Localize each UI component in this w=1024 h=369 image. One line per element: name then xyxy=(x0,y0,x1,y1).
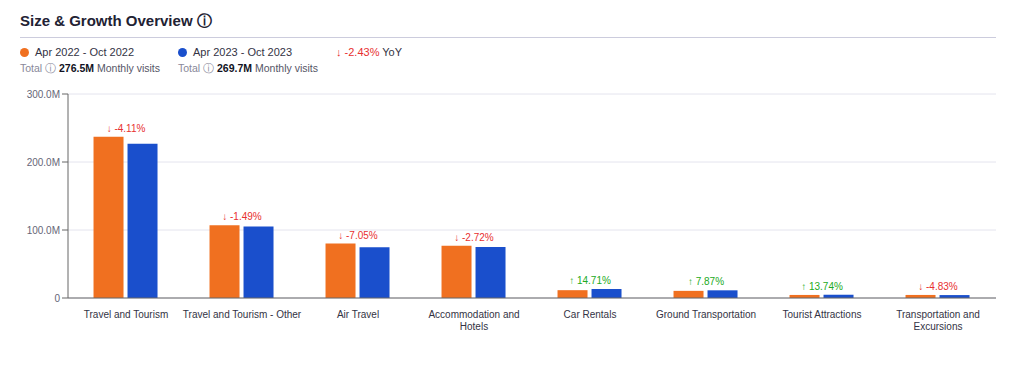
svg-text:0: 0 xyxy=(54,293,60,304)
svg-text:Tourist Attractions: Tourist Attractions xyxy=(783,309,862,320)
svg-text:200.0M: 200.0M xyxy=(27,157,60,168)
html-text:Size & Growth Overview ⓘ: Size & Growth Overview ⓘ xyxy=(20,12,212,29)
svg-text:300.0M: 300.0M xyxy=(27,89,60,100)
svg-text:Travel and Tourism: Travel and Tourism xyxy=(84,309,168,320)
html-text:Apr 2023 - Oct 2023: Apr 2023 - Oct 2023 xyxy=(193,46,293,58)
svg-text:Ground Transportation: Ground Transportation xyxy=(656,309,756,320)
svg-text:↓ -1.49%: ↓ -1.49% xyxy=(222,211,262,222)
html-text:Apr 2022 - Oct 2022: Apr 2022 - Oct 2022 xyxy=(35,46,135,58)
svg-text:↓ -2.72%: ↓ -2.72% xyxy=(454,232,494,243)
svg-text:↓ -4.83%: ↓ -4.83% xyxy=(918,281,958,292)
svg-text:Transportation andExcursions: Transportation andExcursions xyxy=(896,309,980,332)
svg-text:↑ 14.71%: ↑ 14.71% xyxy=(569,275,611,286)
html-text:Total ⓘ 276.5M Monthly visits: Total ⓘ 276.5M Monthly visits xyxy=(20,62,160,74)
svg-text:Travel and Tourism - Other: Travel and Tourism - Other xyxy=(183,309,302,320)
html-text:↓ -2.43% YoY: ↓ -2.43% YoY xyxy=(336,46,403,58)
svg-text:↑ 7.87%: ↑ 7.87% xyxy=(688,276,724,287)
svg-text:↑ 13.74%: ↑ 13.74% xyxy=(801,281,843,292)
svg-text:↓ -7.05%: ↓ -7.05% xyxy=(338,230,378,241)
svg-text:Car Rentals: Car Rentals xyxy=(564,309,617,320)
svg-text:↓ -4.11%: ↓ -4.11% xyxy=(107,123,146,134)
svg-text:100.0M: 100.0M xyxy=(27,225,60,236)
svg-text:Accommodation andHotels: Accommodation andHotels xyxy=(428,309,519,332)
svg-text:Air Travel: Air Travel xyxy=(337,309,379,320)
html-text:Total ⓘ 269.7M Monthly visits: Total ⓘ 269.7M Monthly visits xyxy=(178,62,318,74)
